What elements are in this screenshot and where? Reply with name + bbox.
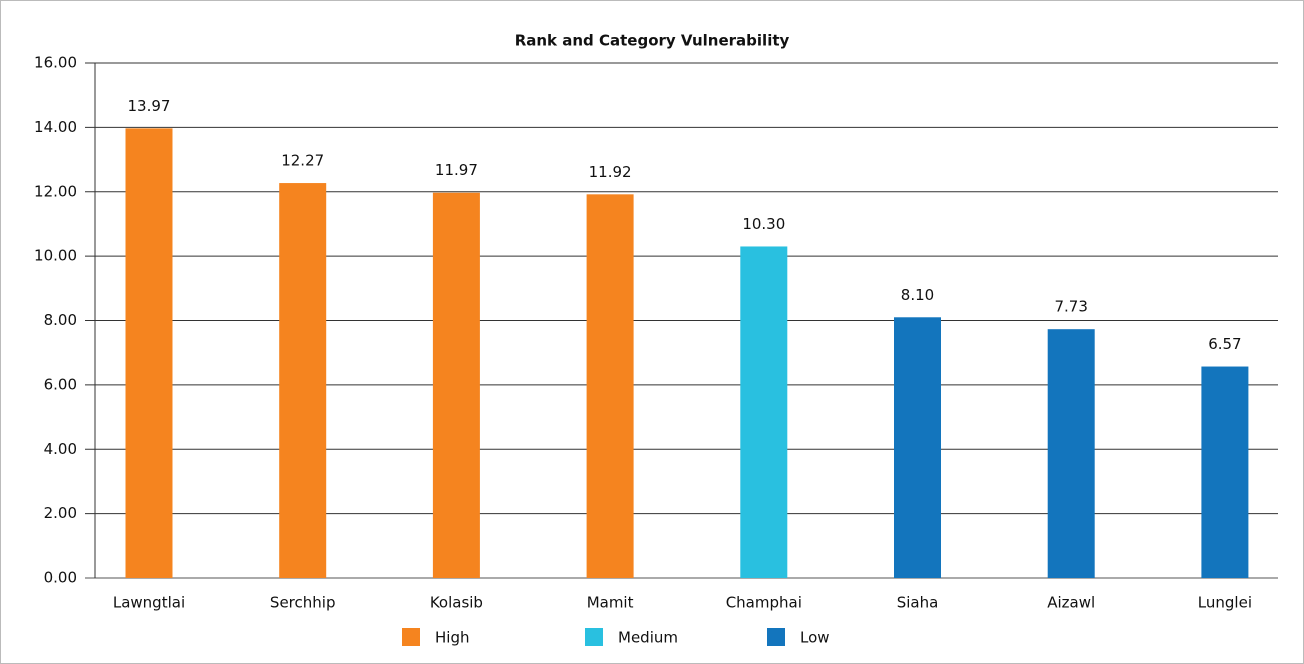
x-tick-label: Champhai bbox=[726, 594, 802, 612]
bar bbox=[740, 246, 788, 578]
y-tick-label: 12.00 bbox=[34, 182, 77, 200]
y-tick-label: 10.00 bbox=[34, 247, 77, 265]
y-tick-label: 6.00 bbox=[44, 375, 77, 393]
bar bbox=[894, 317, 941, 578]
bar bbox=[432, 192, 480, 578]
y-tick-label: 4.00 bbox=[44, 440, 77, 458]
y-tick-label: 8.00 bbox=[44, 311, 77, 329]
x-tick-label: Serchhip bbox=[270, 594, 336, 612]
legend-label: Medium bbox=[618, 629, 678, 647]
data-label: 11.92 bbox=[589, 163, 632, 181]
data-label: 10.30 bbox=[742, 215, 785, 233]
data-label: 8.10 bbox=[901, 286, 934, 304]
bar bbox=[1047, 329, 1095, 578]
data-label: 6.57 bbox=[1208, 335, 1241, 353]
data-label: 13.97 bbox=[128, 97, 171, 115]
y-tick-label: 0.00 bbox=[44, 569, 77, 587]
legend-swatch bbox=[585, 628, 603, 646]
x-tick-label: Lunglei bbox=[1198, 594, 1252, 612]
data-label: 11.97 bbox=[435, 161, 478, 179]
y-tick-label: 16.00 bbox=[34, 54, 77, 72]
x-tick-label: Kolasib bbox=[430, 594, 483, 612]
data-label: 12.27 bbox=[281, 152, 324, 170]
legend-swatch bbox=[402, 628, 420, 646]
x-tick-label: Siaha bbox=[897, 594, 939, 612]
y-tick-label: 2.00 bbox=[44, 504, 77, 522]
bar bbox=[586, 194, 634, 578]
legend-label: Low bbox=[800, 629, 830, 647]
legend-swatch bbox=[767, 628, 785, 646]
x-tick-label: Mamit bbox=[587, 594, 634, 612]
data-label: 7.73 bbox=[1054, 298, 1087, 316]
x-tick-label: Lawngtlai bbox=[113, 594, 185, 612]
y-tick-label: 14.00 bbox=[34, 118, 77, 136]
chart-title: Rank and Category Vulnerability bbox=[515, 32, 790, 50]
x-tick-label: Aizawl bbox=[1047, 594, 1095, 612]
bar bbox=[279, 183, 327, 578]
bar bbox=[125, 128, 173, 578]
bar bbox=[1201, 366, 1249, 578]
legend-label: High bbox=[435, 629, 469, 647]
